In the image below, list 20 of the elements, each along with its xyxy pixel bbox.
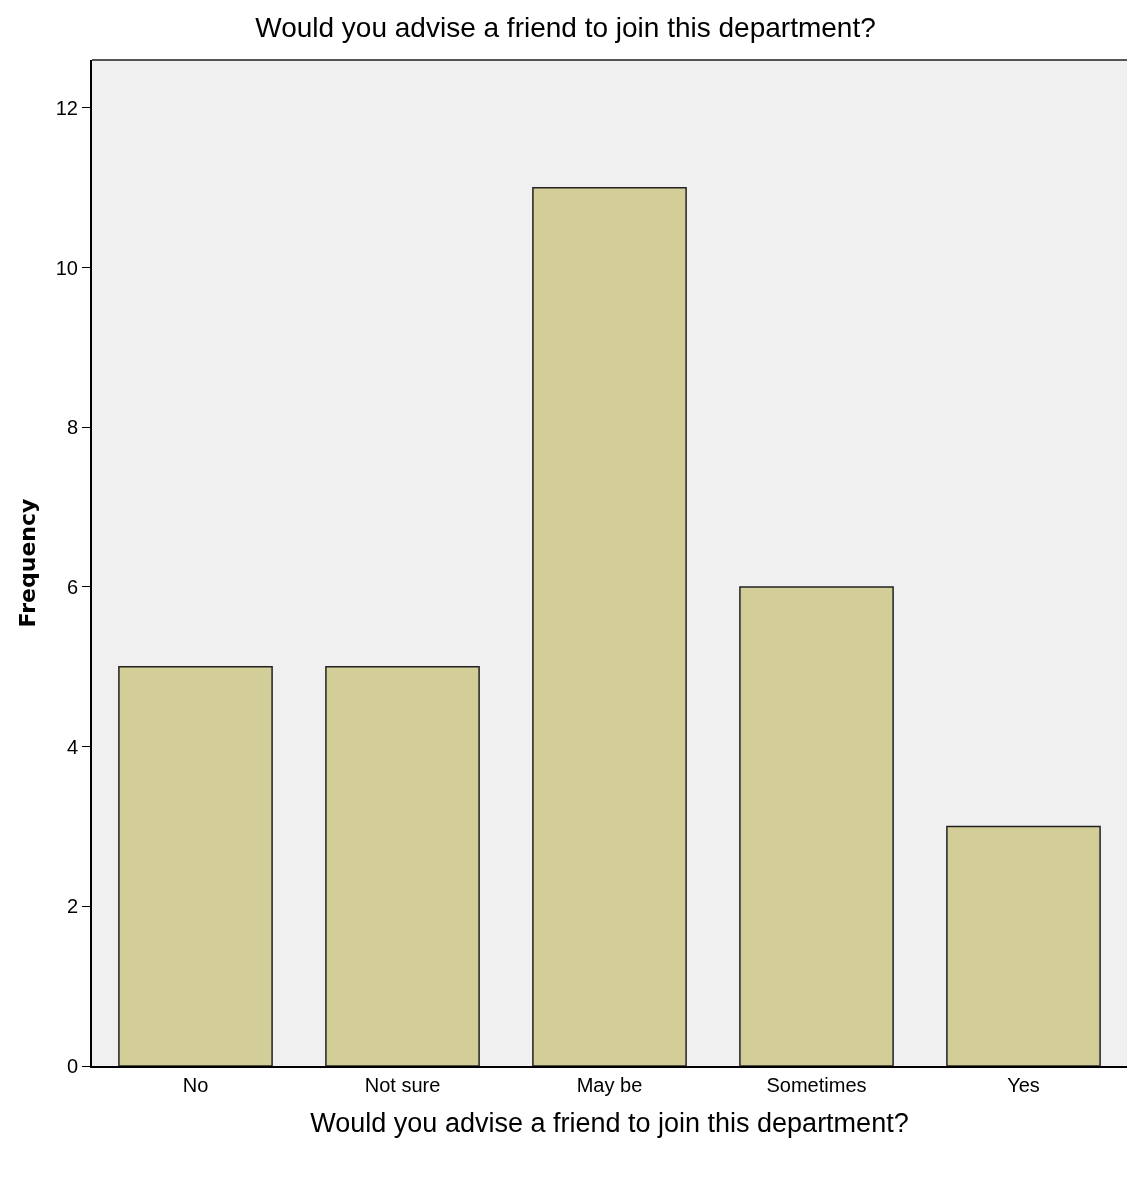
bar	[946, 825, 1101, 1066]
x-axis-title: Would you advise a friend to join this department?	[310, 1107, 909, 1138]
bar	[325, 666, 480, 1066]
x-tick-label: May be	[576, 1074, 643, 1096]
bar	[739, 586, 894, 1066]
y-axis-title: Frequency	[15, 498, 41, 628]
x-tick-label: Not sure	[364, 1074, 441, 1096]
x-tick-label: No	[182, 1074, 209, 1096]
bar	[532, 187, 687, 1066]
y-tick-label: 2	[66, 895, 78, 918]
y-tick-label: 8	[66, 416, 78, 439]
x-tick-label: Sometimes	[766, 1074, 867, 1096]
bar	[118, 666, 273, 1066]
y-tick-label: 0	[66, 1055, 78, 1077]
y-tick-label: 10	[55, 256, 78, 279]
chart-title: Would you advise a friend to join this department?	[255, 12, 876, 44]
x-tick-label: Yes	[1007, 1074, 1040, 1096]
y-tick-label: 4	[66, 735, 78, 758]
y-tick-label: 12	[55, 96, 78, 119]
y-tick-label: 6	[66, 575, 78, 598]
